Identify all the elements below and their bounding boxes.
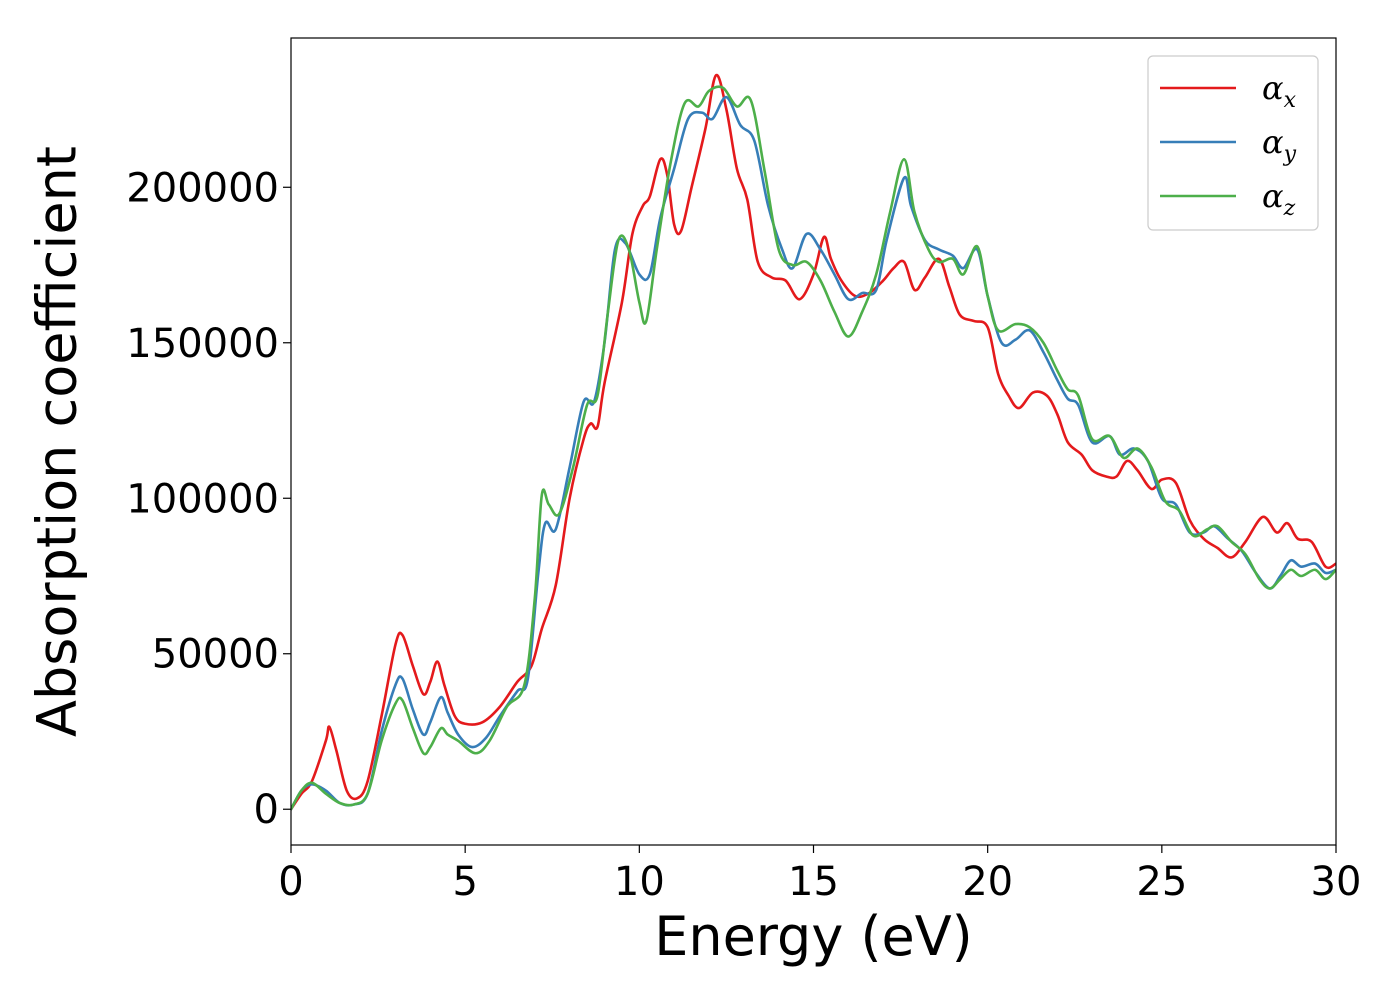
- y-tick-label: 0: [254, 787, 279, 833]
- y-axis-ticks: 0 50000 100000 150000 200000: [126, 165, 291, 833]
- y-axis-title: Absorption coefficient: [26, 146, 89, 737]
- x-axis-title: Energy (eV): [654, 905, 973, 968]
- x-tick-label: 20: [962, 859, 1013, 905]
- x-tick-label: 5: [452, 859, 477, 905]
- y-tick-label: 150000: [126, 321, 279, 367]
- x-tick-label: 25: [1136, 859, 1187, 905]
- x-axis-ticks: 0 5 10 15 20 25 30: [278, 845, 1361, 905]
- series-line-x: [291, 73, 1336, 811]
- series-layer: [291, 73, 1336, 811]
- y-tick-label: 200000: [126, 165, 279, 211]
- x-tick-label: 0: [278, 859, 303, 905]
- x-tick-label: 30: [1311, 859, 1362, 905]
- series-line-z: [291, 85, 1336, 811]
- y-tick-label: 50000: [152, 632, 279, 678]
- series-line-y: [291, 95, 1336, 811]
- legend-label-y: αy: [1262, 123, 1297, 167]
- x-tick-label: 15: [788, 859, 839, 905]
- y-tick-label: 100000: [126, 476, 279, 522]
- legend-label-x: αx: [1262, 69, 1297, 113]
- x-tick-label: 10: [614, 859, 665, 905]
